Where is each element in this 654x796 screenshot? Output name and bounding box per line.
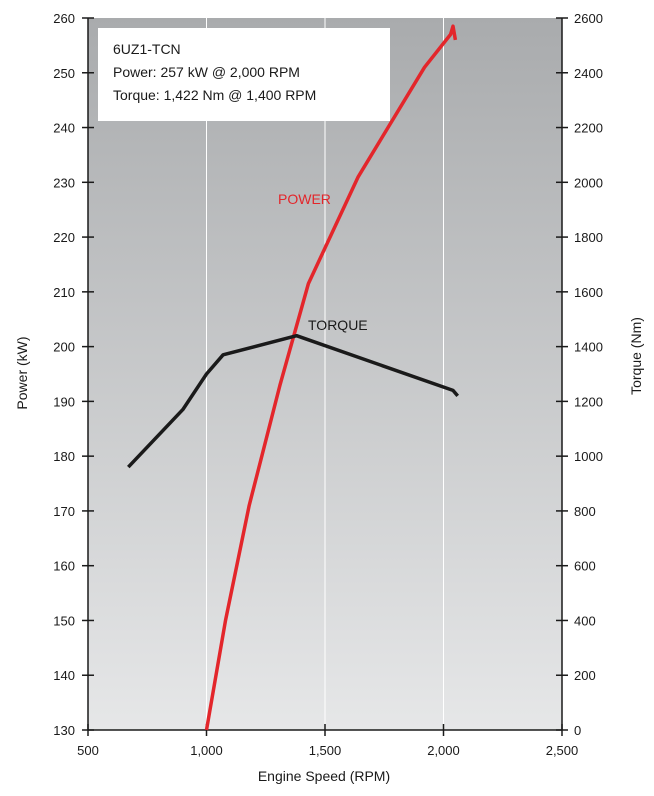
series-label-power: POWER [278, 191, 331, 207]
y-right-tick-label: 2200 [574, 121, 603, 136]
y-right-tick-label: 800 [574, 504, 596, 519]
y-right-tick-label: 1800 [574, 230, 603, 245]
legend: 6UZ1-TCN Power: 257 kW @ 2,000 RPM Torqu… [98, 28, 390, 121]
y-left-tick-label: 260 [53, 11, 75, 26]
series [127, 24, 460, 731]
y-left-tick-label: 180 [53, 449, 75, 464]
y-left-tick-label: 190 [53, 394, 75, 409]
x-tick-label: 2,000 [427, 743, 460, 758]
y-left-tick-label: 220 [53, 230, 75, 245]
y-right-tick-label: 1600 [574, 285, 603, 300]
y-left-tick-label: 240 [53, 121, 75, 136]
y-right-tick-label: 1400 [574, 340, 603, 355]
series-label-torque: TORQUE [308, 317, 368, 333]
axes: 130 140 150 160 170 180 190 200 210 220 230 240 250 2… [53, 11, 603, 758]
x-tick-label: 500 [77, 743, 99, 758]
y-left-tick-label: 140 [53, 668, 75, 683]
y-right-tick-label: 600 [574, 559, 596, 574]
y-left-tick-label: 250 [53, 66, 75, 81]
series-line-power [204, 24, 458, 731]
y-right-tick-label: 2000 [574, 175, 603, 190]
y-right-tick-label: 2600 [574, 11, 603, 26]
y-left-tick-label: 160 [53, 559, 75, 574]
legend-line-power: Power: 257 kW @ 2,000 RPM [113, 64, 300, 80]
x-tick-label: 1,000 [190, 743, 223, 758]
y-right-tick-label: 200 [574, 668, 596, 683]
labels: Engine Speed (RPM) Power (kW) Torque (Nm) P… [14, 191, 644, 784]
x-tick-label: 1,500 [309, 743, 342, 758]
y-left-tick-label: 170 [53, 504, 75, 519]
legend-line-model: 6UZ1-TCN [113, 41, 181, 57]
series-line-torque [127, 333, 460, 469]
y-left-tick-label: 130 [53, 723, 75, 738]
y-right-tick-label: 2400 [574, 66, 603, 81]
y-right-tick-label: 0 [574, 723, 581, 738]
legend-line-torque: Torque: 1,422 Nm @ 1,400 RPM [113, 87, 316, 103]
x-tick-label: 2,500 [546, 743, 579, 758]
x-axis-title: Engine Speed (RPM) [258, 768, 390, 784]
y-right-tick-label: 1000 [574, 449, 603, 464]
y-left-tick-label: 150 [53, 613, 75, 628]
y-right-tick-label: 400 [574, 613, 596, 628]
y-right-axis-title: Torque (Nm) [628, 317, 644, 395]
y-left-axis-title: Power (kW) [14, 336, 30, 409]
y-left-tick-label: 200 [53, 340, 75, 355]
y-right-tick-label: 1200 [574, 394, 603, 409]
legend-box [98, 28, 390, 121]
y-left-tick-label: 230 [53, 175, 75, 190]
y-left-tick-label: 210 [53, 285, 75, 300]
